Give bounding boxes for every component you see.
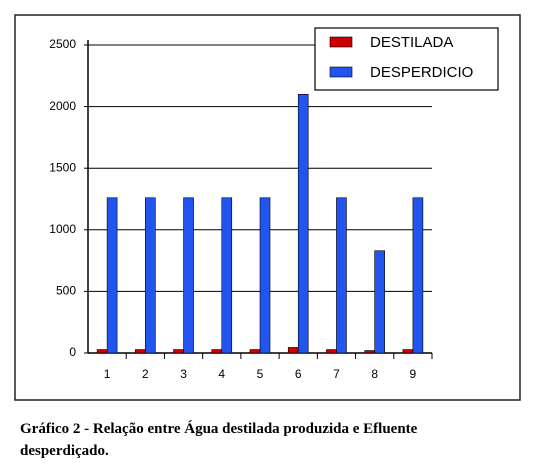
x-tick-label: 9 — [410, 367, 417, 381]
x-tick-label: 8 — [371, 367, 378, 381]
bar — [402, 349, 414, 354]
x-tick-label: 6 — [295, 367, 302, 381]
caption: Gráfico 2 - Relação entre Água destilada… — [20, 421, 418, 459]
bar — [336, 197, 347, 354]
bar — [106, 197, 118, 354]
y-tick-label: 500 — [56, 284, 76, 298]
legend-label: DESTILADA — [370, 34, 453, 51]
bar — [211, 349, 223, 354]
legend-swatch — [329, 66, 353, 78]
x-tick-label: 5 — [257, 367, 264, 381]
bar — [183, 197, 194, 354]
bar — [259, 197, 271, 354]
bar — [412, 197, 424, 354]
y-tick-label: 2000 — [49, 99, 76, 113]
x-tick-label: 7 — [333, 367, 340, 381]
bar — [96, 349, 108, 354]
y-tick-label: 2500 — [49, 37, 76, 51]
x-tick-label: 2 — [142, 367, 149, 381]
bar — [374, 250, 385, 354]
bar — [221, 197, 233, 354]
chart: 0 500 1000 1500 2000 2500 1 2 3 4 5 6 7 8 9 DESTILADA DE… — [14, 14, 521, 401]
legend-swatch — [329, 36, 353, 48]
bar — [297, 93, 309, 354]
y-tick-label: 0 — [69, 345, 76, 359]
y-tick-label: 1500 — [49, 160, 76, 174]
bar — [173, 349, 184, 354]
x-tick-label: 1 — [104, 367, 111, 381]
x-tick-label: 3 — [180, 367, 187, 381]
bar — [249, 349, 261, 354]
bar — [364, 350, 375, 354]
x-tick-label: 4 — [218, 367, 225, 381]
bar — [326, 349, 337, 354]
bar — [145, 197, 156, 354]
bar — [135, 349, 146, 354]
legend-label: DESPERDICIO — [370, 64, 473, 81]
y-tick-label: 1000 — [49, 222, 76, 236]
bar — [287, 347, 299, 354]
